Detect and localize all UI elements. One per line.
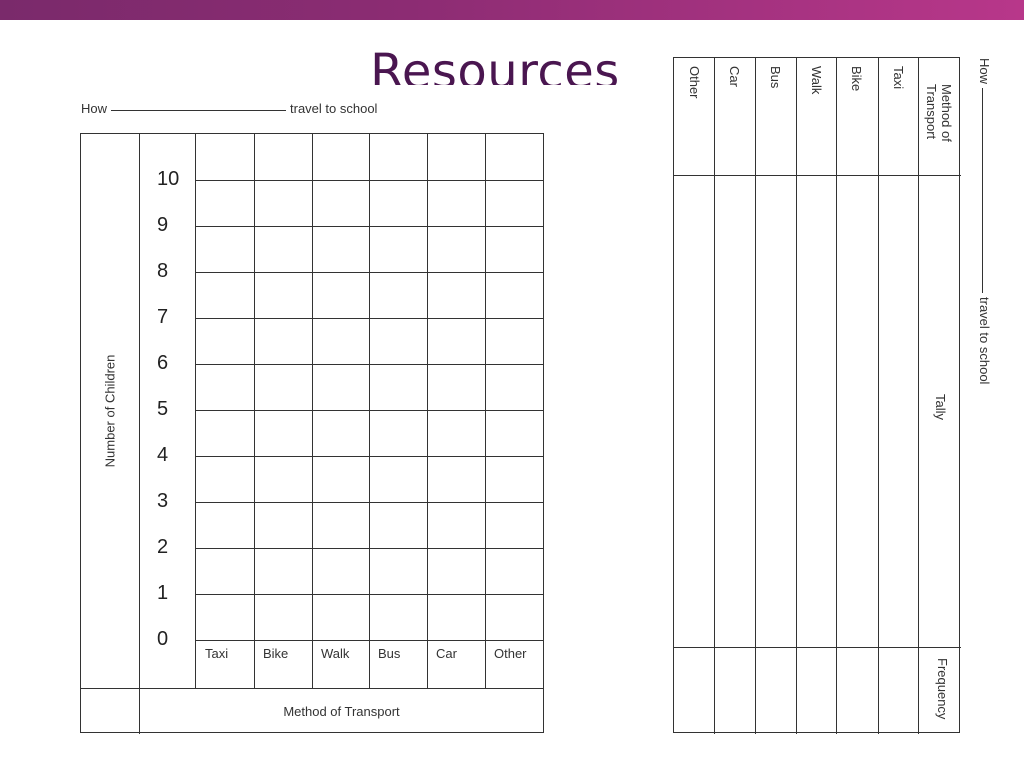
tally-header-label: Method of Transport (924, 84, 954, 142)
tally-sheet-heading: How travel to school (977, 58, 992, 384)
corner-cell (81, 689, 140, 734)
table-line (918, 58, 919, 734)
y-tick-label: 8 (157, 260, 169, 282)
tally-method-label: Bus (768, 66, 783, 89)
y-tick-label: 7 (157, 306, 169, 328)
how-prefix: How (81, 101, 108, 116)
bar-sheet-heading: How travel to school (81, 101, 377, 116)
tally-method-label: Taxi (891, 66, 906, 90)
y-axis-label-column: Number of Children (81, 134, 140, 688)
category-label: Walk (321, 646, 350, 661)
y-tick-label: 3 (157, 490, 169, 512)
tally-method-label: Bike (849, 66, 864, 92)
title-underline-mask (370, 85, 620, 89)
grid-line (369, 134, 370, 688)
table-line (796, 58, 797, 734)
category-label: Other (494, 646, 527, 661)
table-line (714, 58, 715, 734)
category-label: Taxi (205, 646, 229, 661)
y-tick-label: 10 (157, 168, 180, 190)
category-label: Bus (378, 646, 401, 661)
x-axis-label: Method of Transport (283, 704, 400, 719)
table-line (674, 175, 961, 176)
y-axis-label: Number of Children (102, 354, 118, 468)
slide-title: Resources (370, 44, 620, 100)
y-ticks-column: 10 9 8 7 6 5 4 3 2 1 0 (139, 134, 196, 688)
fill-in-blank (982, 88, 983, 294)
how-prefix: How (977, 58, 992, 85)
y-tick-label: 1 (157, 582, 169, 604)
grid-line (427, 134, 428, 688)
grid-line (254, 134, 255, 688)
tally-method-label: Other (687, 66, 702, 99)
tally-column-label: Tally (933, 394, 948, 421)
y-tick-label: 0 (157, 628, 169, 650)
tally-table: Other Car Bus Walk Bike Taxi Method of Transpo… (673, 57, 961, 734)
tally-method-label: Car (727, 66, 742, 87)
bar-grid: Taxi Bike Walk Bus Car Other (196, 134, 543, 688)
how-suffix: travel to school (290, 101, 378, 116)
fill-in-blank (111, 110, 287, 111)
y-tick-label: 5 (157, 398, 169, 420)
tally-method-label: Walk (809, 66, 824, 95)
how-suffix: travel to school (977, 297, 992, 385)
y-tick-label: 2 (157, 536, 169, 558)
table-line (674, 647, 961, 648)
table-line (755, 58, 756, 734)
frequency-column-label: Frequency (935, 658, 950, 720)
category-label: Bike (263, 646, 289, 661)
table-line (836, 58, 837, 734)
y-tick-label: 9 (157, 214, 169, 236)
table-line (878, 58, 879, 734)
grid-line (485, 134, 486, 688)
y-tick-label: 6 (157, 352, 169, 374)
grid-line (312, 134, 313, 688)
bar-chart-worksheet: Number of Children 10 9 8 7 6 5 4 3 2 1 0 Taxi Bike… (80, 133, 544, 734)
top-accent-band (0, 0, 1024, 20)
y-tick-label: 4 (157, 444, 169, 466)
category-label: Car (436, 646, 457, 661)
x-axis-label-row: Method of Transport (81, 688, 543, 734)
tally-worksheet: Other Car Bus Walk Bike Taxi Method of Transpo… (673, 57, 961, 734)
